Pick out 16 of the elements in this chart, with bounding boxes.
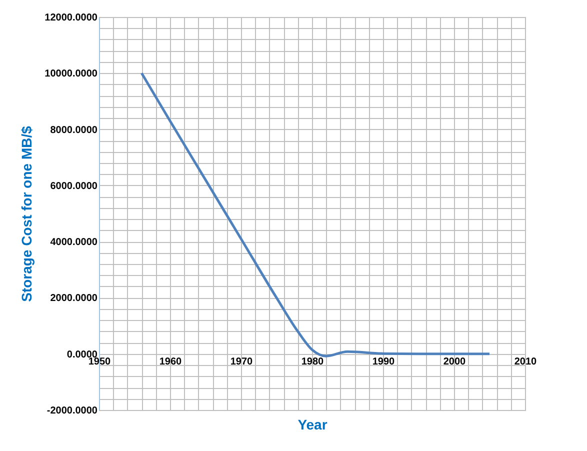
y-tick-label: 10000.0000 — [44, 68, 98, 80]
line-series — [140, 72, 491, 358]
y-tick-label: 12000.0000 — [44, 12, 98, 24]
y-tick-label: 4000.0000 — [50, 237, 98, 248]
y-tick-label: 6000.0000 — [50, 180, 98, 192]
x-axis-title: Year — [298, 416, 328, 432]
y-tick-label: -2000.0000 — [46, 406, 98, 416]
x-tick-label: 1990 — [372, 356, 396, 368]
y-axis-title: Storage Cost for one MB/$ — [18, 126, 35, 302]
x-tick-label: 1960 — [159, 356, 182, 368]
y-tick-label: 2000.0000 — [50, 293, 98, 304]
x-tick-label: 1980 — [301, 356, 324, 368]
y-tick-label: 8000.0000 — [50, 124, 98, 136]
x-tick-label: 2000 — [443, 356, 466, 368]
x-tick-label: 2010 — [514, 356, 538, 368]
x-tick-label: 1970 — [230, 356, 254, 368]
